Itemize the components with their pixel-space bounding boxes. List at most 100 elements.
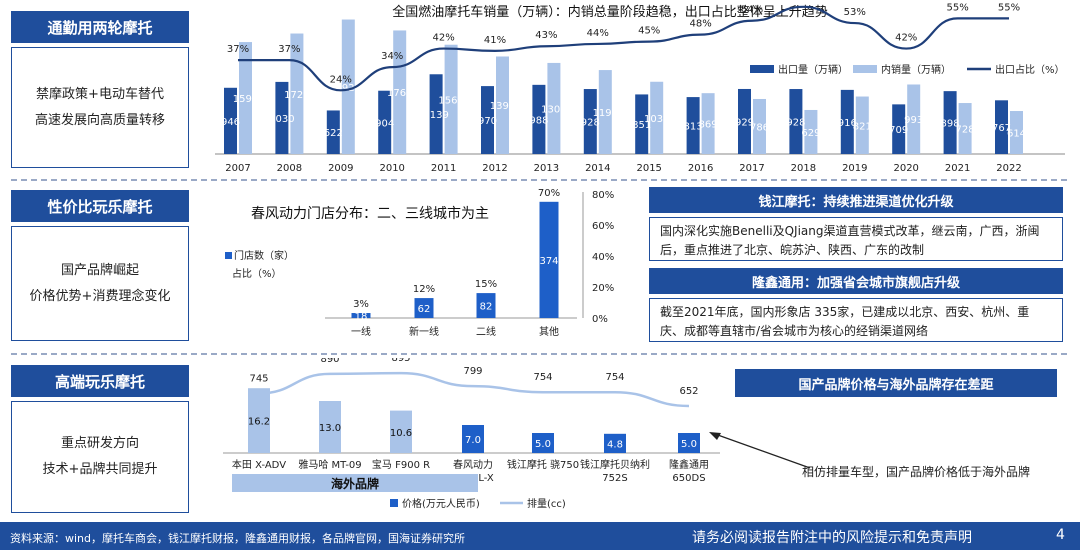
bar-export-label: 767 (992, 123, 1011, 134)
ratio-label: 37% (227, 44, 249, 55)
bar-domestic (958, 103, 972, 154)
displacement-label: 895 (391, 358, 410, 364)
x-tick-label: 一线 (351, 325, 371, 338)
x-tick-label: 2014 (585, 163, 610, 174)
bar-price (532, 433, 554, 453)
share-label: 3% (353, 299, 369, 310)
section-line: 技术+品牌共同提升 (42, 462, 158, 477)
bar-export-label: 970 (478, 116, 497, 127)
displacement-label: 754 (605, 372, 624, 383)
x-tick-label: 650DS (672, 473, 705, 484)
bar-price-label: 5.0 (681, 439, 697, 450)
bar-domestic-label: 1765 (387, 88, 412, 99)
section-title-premium: 高端玩乐摩托 (11, 365, 189, 397)
bar-store-label: 374 (539, 256, 558, 267)
bar-price (678, 433, 700, 453)
legend-label: 出口占比（%） (995, 63, 1065, 76)
x-tick-label: 2012 (482, 163, 507, 174)
disclaimer-text: 请务必阅读报告附注中的风险提示和免责声明 (692, 530, 972, 546)
bar-price (462, 425, 484, 453)
x-tick-label: 隆鑫通用 (669, 458, 709, 471)
bar-domestic-label: 1561 (438, 95, 463, 106)
bar-price-label: 16.2 (248, 417, 270, 428)
legend-swatch (750, 65, 774, 73)
bar-domestic-label: 1032 (644, 114, 669, 125)
x-tick-label: 新一线 (409, 325, 439, 338)
bar-domestic-label: 786 (750, 122, 769, 133)
x-tick-label: 2010 (379, 163, 404, 174)
ratio-label: 54% (741, 5, 763, 16)
bar-domestic (598, 70, 612, 154)
legend-label: 门店数（家） (234, 249, 294, 262)
x-tick-label: 2016 (688, 163, 713, 174)
x-tick-label: 2008 (277, 163, 302, 174)
arrow-icon (709, 432, 811, 469)
bar-price (319, 401, 341, 453)
qianjiang-text: 国内深化实施Benelli及QJiang渠道直营模式改革，继云南，广西，浙闽后，… (649, 217, 1063, 261)
bar-domestic-label: 1393 (490, 101, 515, 112)
ratio-label: 53% (844, 7, 866, 18)
bar-export (429, 74, 443, 154)
bar-export (481, 86, 494, 154)
bar-domestic-label: 1721 (284, 90, 309, 101)
ratio-label: 44% (587, 28, 609, 39)
ratio-label: 24% (330, 74, 352, 85)
ratio-label: 41% (484, 35, 506, 46)
y2-tick-label: 0% (592, 314, 608, 325)
bar-price-label: 4.8 (607, 439, 623, 450)
bar-domestic-label: 1921 (336, 83, 361, 94)
bar-domestic (650, 81, 664, 154)
bar-domestic-label: 1199 (593, 108, 618, 119)
x-tick-label: 2009 (328, 163, 353, 174)
section-box-value: 国产品牌崛起 价格优势+消费理念变化 (11, 226, 189, 341)
bar-domestic (701, 93, 715, 154)
bar-domestic (239, 42, 252, 154)
x-tick-label: 钱江摩托贝纳利 (580, 458, 650, 471)
bar-export (943, 91, 957, 154)
divider (11, 353, 1067, 355)
bar-store (539, 201, 559, 318)
bar-domestic-label: 821 (853, 121, 872, 132)
ratio-label: 45% (638, 26, 660, 37)
section-line: 价格优势+消费理念变化 (29, 288, 171, 304)
bar-export-label: 622 (324, 128, 343, 139)
chart-title: 全国燃油摩托车销量（万辆）：内销总量阶段趋稳，出口占比整体呈上升趋势 (392, 4, 828, 20)
y2-tick-label: 80% (592, 190, 614, 201)
bar-domestic (855, 96, 869, 154)
bar-domestic-label: 629 (801, 128, 820, 139)
chart-title: 春风动力门店分布：二、三线城市为主 (251, 205, 489, 222)
section-line: 高速发展向高质量转移 (34, 112, 165, 128)
share-label: 12% (413, 284, 435, 295)
bar-export (686, 97, 700, 154)
page-number: 4 (1056, 527, 1065, 543)
bar-domestic-label: 728 (956, 125, 975, 136)
x-tick-label: 2013 (534, 163, 559, 174)
bar-export-label: 928 (786, 118, 805, 129)
section-box-premium: 重点研发方向 技术+品牌共同提升 (11, 401, 189, 513)
x-tick-label: 钱江摩托 骁750 (507, 458, 579, 471)
bar-export-label: 904 (375, 118, 394, 129)
bar-export-label: 1139 (423, 110, 448, 121)
legend-label: 出口量（万辆） (778, 63, 848, 76)
x-tick-label: 春风动力 (453, 458, 493, 471)
divider (11, 179, 1067, 181)
legend-label: 排量(cc) (527, 497, 566, 510)
share-label: 70% (538, 188, 560, 199)
x-tick-label: 2019 (842, 163, 867, 174)
x-tick-label: 本田 X-ADV (232, 458, 286, 471)
bar-export (738, 88, 751, 154)
section-line: 禁摩政策+电动车替代 (36, 86, 164, 102)
qianjiang-header: 钱江摩托：持续推进渠道优化升级 (649, 187, 1063, 213)
section-line: 重点研发方向 (60, 436, 139, 451)
bar-domestic (907, 84, 921, 154)
bar-price-label: 7.0 (465, 435, 481, 446)
x-tick-label: 宝马 F900 R (372, 458, 430, 471)
ratio-line (237, 5, 1009, 92)
overseas-brand-label: 海外品牌 (232, 474, 478, 492)
bar-export (995, 100, 1008, 154)
bar-store (351, 313, 371, 318)
x-tick-label: 其他 (539, 325, 559, 338)
bar-export (378, 90, 392, 154)
ratio-label: 34% (381, 51, 403, 62)
